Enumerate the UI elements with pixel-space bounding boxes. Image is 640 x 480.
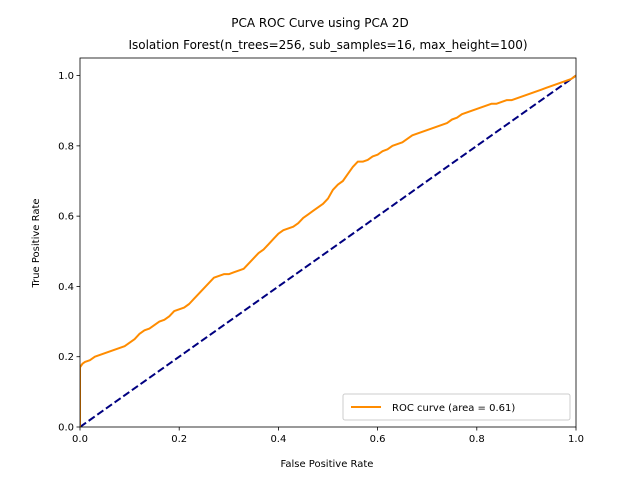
y-tick-label: 1.0 — [58, 71, 74, 82]
x-tick-label: 1.0 — [568, 434, 584, 445]
x-tick-label: 0.4 — [270, 434, 286, 445]
chart-subtitle: Isolation Forest(n_trees=256, sub_sample… — [128, 38, 527, 52]
y-tick-label: 0.0 — [58, 423, 74, 434]
legend: ROC curve (area = 0.61) — [342, 393, 571, 421]
y-tick-label: 0.6 — [58, 212, 74, 223]
x-tick-label: 0.8 — [469, 434, 485, 445]
legend-label: ROC curve (area = 0.61) — [392, 403, 515, 414]
x-tick-label: 0.2 — [171, 434, 187, 445]
roc-curve-line — [80, 74, 576, 427]
x-tick-label: 0.0 — [72, 434, 88, 445]
chance-diagonal-line — [80, 74, 576, 427]
x-tick-label: 0.6 — [370, 434, 386, 445]
y-tick-label: 0.4 — [58, 282, 74, 293]
plot-area: 0.0 0.2 0.4 0.6 0.8 1.0 0.0 0.2 0.4 0.6 0.8 1.0 — [58, 57, 584, 445]
legend-box — [342, 393, 571, 421]
axes-frame — [79, 57, 577, 428]
y-axis-label: True Positive Rate — [31, 198, 42, 288]
x-axis-label: False Positive Rate — [281, 459, 374, 470]
y-tick-label: 0.8 — [58, 141, 74, 152]
chart-title: PCA ROC Curve using PCA 2D — [231, 16, 409, 30]
y-tick-label: 0.2 — [58, 352, 74, 363]
